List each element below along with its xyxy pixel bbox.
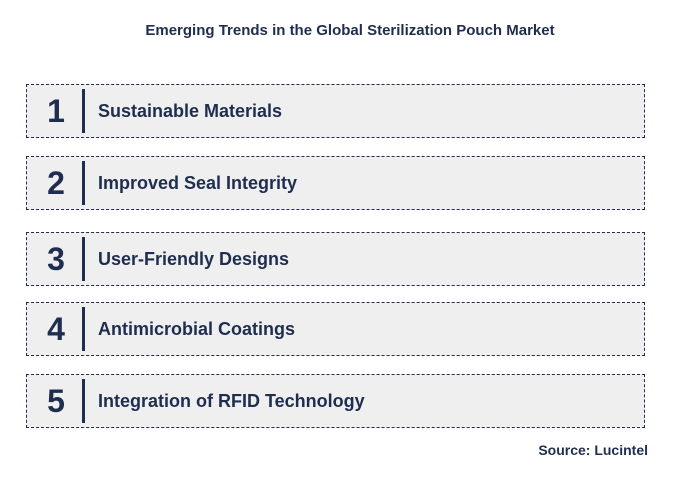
source-note: Source: Lucintel: [538, 442, 648, 458]
trend-label: Sustainable Materials: [98, 100, 283, 121]
trend-item-5: 5 Integration of RFID Technology: [26, 374, 645, 428]
trend-label: Antimicrobial Coatings: [98, 318, 296, 339]
trend-number: 2: [47, 164, 65, 201]
trend-number: 5: [47, 382, 65, 419]
trend-number: 1: [47, 92, 65, 129]
trend-number: 3: [47, 240, 65, 277]
trend-divider: [82, 307, 85, 351]
trend-divider: [82, 161, 85, 205]
trend-divider: [82, 379, 85, 423]
diagram-title: Emerging Trends in the Global Sterilizat…: [145, 22, 555, 39]
trend-label: User-Friendly Designs: [98, 248, 290, 269]
trend-divider: [82, 237, 85, 281]
trend-item-3: 3 User-Friendly Designs: [26, 232, 645, 286]
trend-item-1: 1 Sustainable Materials: [26, 84, 645, 138]
trend-number: 4: [47, 310, 65, 347]
trend-item-2: 2 Improved Seal Integrity: [26, 156, 645, 210]
trend-divider: [82, 89, 85, 133]
trend-label: Improved Seal Integrity: [98, 172, 298, 193]
trend-item-4: 4 Antimicrobial Coatings: [26, 302, 645, 356]
trend-label: Integration of RFID Technology: [98, 390, 365, 411]
